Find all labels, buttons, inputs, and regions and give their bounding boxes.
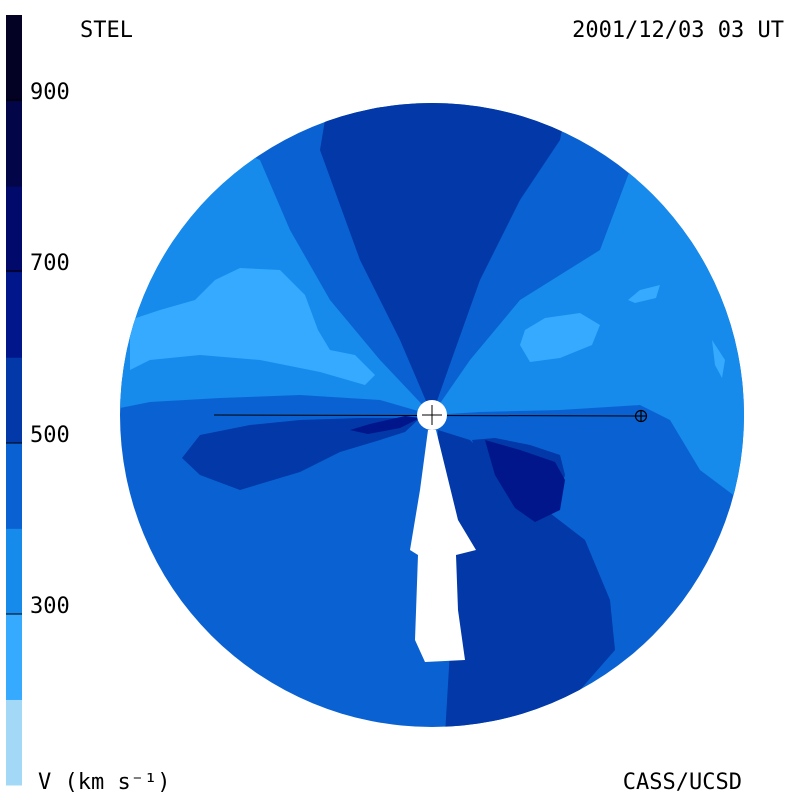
colorbar-segment [6, 271, 22, 358]
colorbar-segment [6, 699, 22, 786]
colorbar-segment [6, 357, 22, 444]
region-right-pocket-a [520, 313, 600, 362]
colorbar-segment [6, 528, 22, 615]
region-left-fast-lobe [182, 418, 420, 490]
region-right-core [485, 440, 565, 522]
region-left-dark-streak [350, 416, 420, 434]
instrument-label: STEL [80, 18, 133, 43]
colorbar-tick-label: 300 [30, 594, 70, 619]
colorbar [6, 15, 22, 786]
colorbar-tick-label: 700 [30, 251, 70, 276]
region-north-cone [320, 103, 570, 415]
region-right-pocket-b [628, 285, 660, 303]
colorbar-segment [6, 186, 22, 273]
colorbar-segment [6, 442, 22, 529]
colorbar-tick-label: 900 [30, 80, 70, 105]
colorbar-segment [6, 15, 22, 102]
colorbar-unit-label: V (km s⁻¹) [38, 770, 171, 795]
colorbar-tick-label: 500 [30, 423, 70, 448]
colorbar-tick-marks [6, 99, 22, 615]
region-upper-left-pocket [130, 268, 375, 385]
region-right-pocket-c [712, 340, 725, 378]
region-lower-fast-stream [438, 430, 615, 727]
sun-crosshair-icon [422, 405, 442, 425]
credit-label: CASS/UCSD [622, 770, 742, 795]
colorbar-segment [6, 100, 22, 187]
masked-wedge [410, 430, 476, 662]
timestamp-label: 2001/12/03 03 UT [572, 18, 784, 43]
earth-symbol-icon [634, 409, 648, 423]
colorbar-segment [6, 613, 22, 700]
